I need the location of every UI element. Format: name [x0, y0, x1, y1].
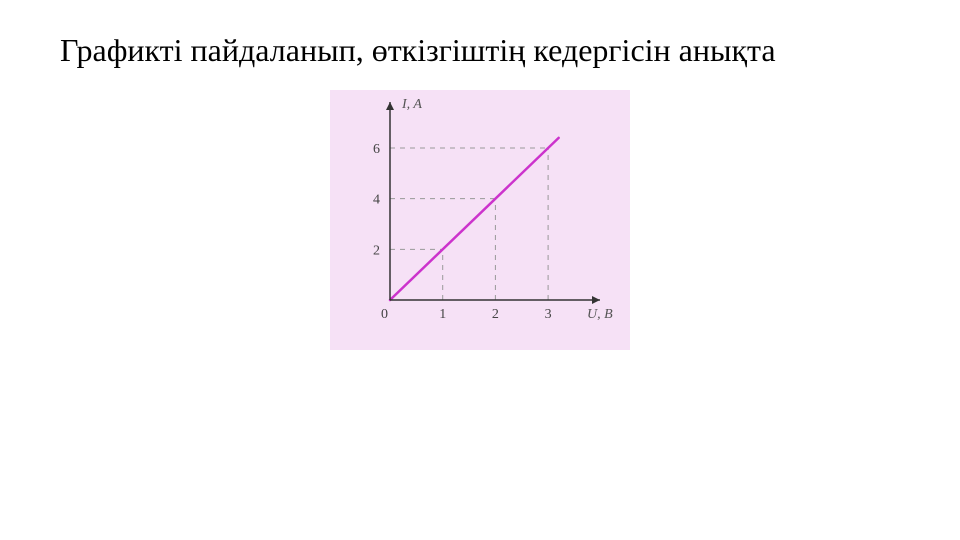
iv-chart: 2 4 6 0 1 2 3 I, A U, B [330, 90, 630, 350]
svg-text:I, A: I, A [401, 97, 422, 112]
page-title: Графикті пайдаланып, өткізгіштің кедергі… [60, 30, 900, 70]
svg-text:0: 0 [381, 307, 388, 322]
svg-text:2: 2 [492, 307, 499, 322]
slide: Графикті пайдаланып, өткізгіштің кедергі… [0, 0, 960, 540]
svg-text:2: 2 [373, 243, 380, 258]
chart-container: 2 4 6 0 1 2 3 I, A U, B [60, 90, 900, 350]
svg-text:6: 6 [373, 142, 380, 157]
svg-text:1: 1 [439, 307, 446, 322]
chart-svg: 2 4 6 0 1 2 3 I, A U, B [330, 90, 630, 350]
svg-text:3: 3 [545, 307, 552, 322]
svg-text:U, B: U, B [587, 307, 613, 322]
svg-text:4: 4 [373, 193, 380, 208]
